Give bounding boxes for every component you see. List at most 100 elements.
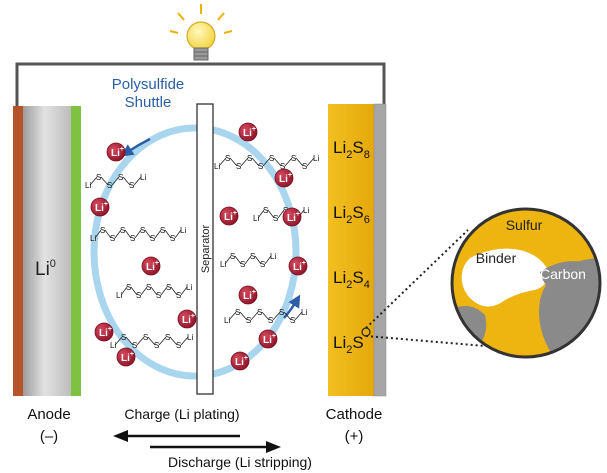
svg-text:Li+: Li+ (224, 210, 237, 223)
svg-text:Li+: Li+ (111, 146, 124, 159)
anode-lithium-metal (23, 106, 71, 396)
svg-text:Li+: Li+ (263, 333, 276, 346)
chain-atom: S (110, 234, 115, 243)
chain-atom: S (268, 316, 273, 325)
chain-atom: S (126, 283, 131, 292)
lithium-ion-4: Li+ (219, 206, 239, 226)
chain-atom: Li (180, 226, 186, 235)
separator-label: Separator (200, 225, 212, 274)
chain-atom: Li (187, 333, 193, 342)
chain-atom: S (260, 260, 265, 269)
chain-atom: Li (220, 260, 226, 269)
polysulfide-label: Polysulfide (112, 76, 185, 93)
svg-text:Li+: Li+ (243, 289, 256, 302)
svg-text:Li+: Li+ (121, 351, 134, 364)
shuttle-arrow-top (120, 137, 151, 157)
chain-atom: S (279, 308, 284, 317)
svg-text:Li+: Li+ (99, 326, 112, 339)
chain-atom: S (136, 291, 141, 300)
chain-atom: S (121, 333, 126, 342)
chain-atom: S (132, 341, 137, 350)
zoom-line-top (365, 229, 469, 329)
chain-atom: S (176, 341, 181, 350)
svg-text:Li+: Li+ (279, 172, 292, 185)
chain-atom: S (176, 291, 181, 300)
cathode-layer (328, 104, 374, 396)
chain-atom: S (258, 162, 263, 171)
lithium-ion-13: Li+ (116, 347, 136, 367)
chain-atom: S (257, 308, 262, 317)
chain-atom: Li (140, 173, 146, 182)
chain-atom: Li (85, 181, 91, 190)
chain-atom: S (280, 162, 285, 171)
cathode-collector (373, 103, 387, 397)
polysulfide-chains: LiSSSSSSSSLiLiSSSSLiLiSSSSLiLiSSSSSSSSLi… (85, 154, 319, 350)
chain-atom: S (273, 214, 278, 223)
charge-label: Charge (Li plating) (124, 406, 239, 422)
lithium-ion-1: Li+ (106, 142, 126, 162)
chain-atom: Li (110, 341, 116, 350)
chain-atom: Li (313, 154, 319, 163)
zoom-inset: Sulfur Binder Carbon (450, 207, 602, 359)
shuttle-label: Shuttle (125, 94, 172, 111)
lithium-ion-7: Li+ (288, 256, 308, 276)
chain-atom: S (247, 154, 252, 163)
anode-sei-layer (71, 106, 81, 396)
anode-copper-collector (13, 106, 23, 396)
chain-atom: S (100, 226, 105, 235)
zoom-carbon-region-left (452, 306, 487, 357)
light-bulb-icon (169, 4, 233, 61)
chain-atom: S (154, 341, 159, 350)
chain-atom: Li (224, 316, 230, 325)
cathode-species-1: Li2S6 (333, 203, 370, 226)
chain-atom: S (130, 234, 135, 243)
lithium-ion-8: Li+ (238, 285, 258, 305)
chain-atom: S (165, 333, 170, 342)
chain-atom: Li (270, 252, 276, 261)
lithium-ion-9: Li+ (94, 322, 114, 342)
shuttle-loop (90, 124, 300, 380)
svg-text:Li+: Li+ (243, 126, 256, 139)
lithium-ion-12: Li+ (230, 351, 250, 371)
cathode-species-3: Li2S (333, 333, 364, 356)
svg-text:Li+: Li+ (182, 313, 195, 326)
chain-atom: S (290, 316, 295, 325)
chain-atom: Li (214, 162, 220, 171)
discharge-arrow (150, 441, 281, 453)
separator (196, 103, 214, 395)
chain-atom: S (235, 308, 240, 317)
chain-atom: S (225, 154, 230, 163)
cathode-sign-label: (+) (345, 428, 364, 445)
chain-atom: S (269, 154, 274, 163)
chain-atom: S (246, 316, 251, 325)
external-wire (15, 62, 386, 106)
shuttle-arrow-bottom (283, 294, 301, 319)
svg-text:Li+: Li+ (95, 201, 108, 214)
chain-atom: S (129, 181, 134, 190)
svg-text:Li+: Li+ (287, 211, 300, 224)
chain-atom: S (263, 206, 268, 215)
anode-sign-label: (–) (40, 428, 58, 445)
svg-text:Li+: Li+ (146, 260, 159, 273)
chain-atom: Li (90, 234, 96, 243)
chain-atom: S (96, 173, 101, 182)
chain-atom: S (146, 283, 151, 292)
charge-arrow (113, 430, 240, 442)
chain-atom: S (118, 173, 123, 182)
discharge-label: Discharge (Li stripping) (168, 454, 312, 470)
cathode-species-list: Li2S8 Li2S6 Li2S4 Li2S (333, 138, 370, 356)
cathode-species-0: Li2S8 (333, 138, 370, 161)
chain-atom: Li (303, 206, 309, 215)
cathode-species-2: Li2S4 (333, 268, 370, 291)
svg-text:Li+: Li+ (293, 260, 306, 273)
svg-text:Li+: Li+ (235, 355, 248, 368)
chain-atom: S (120, 226, 125, 235)
chain-atom: Li (253, 214, 259, 223)
